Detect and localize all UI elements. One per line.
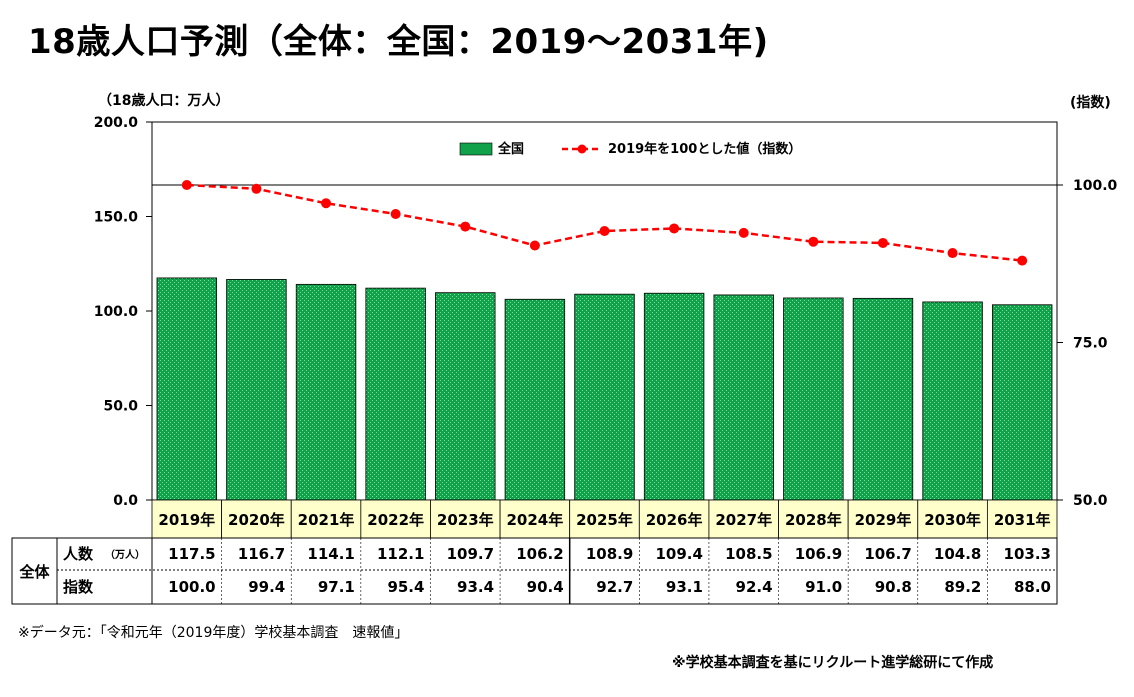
index-point-2030年	[948, 248, 958, 258]
year-label: 2019年	[158, 511, 215, 529]
row2-value: 99.4	[248, 578, 285, 596]
row1-value: 112.1	[377, 545, 424, 563]
row1-value: 108.9	[586, 545, 633, 563]
legend-bar-swatch	[460, 143, 492, 155]
row1-value: 103.3	[1004, 545, 1051, 563]
bar-2026年	[644, 293, 704, 500]
bar-2031年	[992, 305, 1052, 500]
index-point-2028年	[808, 237, 818, 247]
row1-value: 117.5	[168, 545, 215, 563]
row1-value: 116.7	[238, 545, 285, 563]
year-label: 2022年	[367, 511, 424, 529]
index-point-2031年	[1017, 256, 1027, 266]
row2-value: 92.7	[596, 578, 633, 596]
row2-label: 指数	[63, 578, 94, 596]
row2-value: 90.8	[875, 578, 912, 596]
index-point-2022年	[391, 209, 401, 219]
bar-2019年	[157, 278, 217, 500]
year-label: 2021年	[298, 511, 355, 529]
row1-value: 104.8	[934, 545, 981, 563]
row1-value: 106.7	[864, 545, 911, 563]
group-label: 全体	[18, 563, 50, 581]
legend-line-marker	[578, 145, 587, 154]
row2-value: 92.4	[736, 578, 773, 596]
left-tick-label: 50.0	[103, 399, 138, 415]
source-footnote: ※データ元：「令和元年（2019年度）学校基本調査 速報値」	[18, 622, 408, 642]
year-label: 2023年	[437, 511, 494, 529]
year-label: 2024年	[507, 511, 564, 529]
left-tick-label: 0.0	[113, 493, 138, 509]
year-label: 2029年	[855, 511, 912, 529]
bar-2028年	[784, 298, 844, 500]
row1-value: 109.4	[655, 545, 702, 563]
right-tick-label: 50.0	[1073, 493, 1108, 509]
index-point-2025年	[600, 226, 610, 236]
credit-footnote: ※学校基本調査を基にリクルート進学総研にて作成	[672, 652, 993, 672]
row2-value: 89.2	[944, 578, 981, 596]
bar-2023年	[435, 293, 495, 500]
chart-svg: 0.050.0100.0150.0200.0 50.075.0100.0 全国 …	[0, 0, 1134, 697]
row2-value: 93.1	[666, 578, 703, 596]
legend-line-label: 2019年を100とした値（指数）	[608, 141, 801, 157]
row2-value: 88.0	[1014, 578, 1051, 596]
row1-value: 114.1	[307, 545, 354, 563]
row1-label: 人数	[63, 545, 94, 563]
row1-value: 106.2	[516, 545, 563, 563]
row1-value: 109.7	[447, 545, 494, 563]
bar-2024年	[505, 299, 565, 500]
year-label: 2028年	[785, 511, 842, 529]
bar-2027年	[714, 295, 774, 500]
year-label: 2030年	[924, 511, 981, 529]
legend-bar-label: 全国	[497, 141, 524, 157]
bar-2022年	[366, 288, 426, 500]
index-point-2027年	[739, 228, 749, 238]
index-point-2029年	[878, 238, 888, 248]
index-point-2020年	[251, 184, 261, 194]
bar-2025年	[575, 294, 635, 500]
bar-2020年	[227, 279, 287, 500]
index-point-2021年	[321, 198, 331, 208]
bar-2029年	[853, 298, 913, 500]
row1-value: 108.5	[725, 545, 772, 563]
row2-value: 97.1	[318, 578, 355, 596]
left-tick-label: 150.0	[94, 210, 139, 226]
left-tick-label: 100.0	[94, 304, 139, 320]
row1-value: 106.9	[795, 545, 842, 563]
index-point-2024年	[530, 240, 540, 250]
index-point-2023年	[460, 222, 470, 232]
row2-value: 91.0	[805, 578, 842, 596]
right-tick-label: 75.0	[1073, 336, 1108, 352]
year-label: 2031年	[994, 511, 1051, 529]
left-tick-label: 200.0	[94, 115, 139, 131]
year-label: 2026年	[646, 511, 703, 529]
index-point-2026年	[669, 223, 679, 233]
row2-value: 95.4	[387, 578, 424, 596]
row2-value: 100.0	[168, 578, 215, 596]
year-label: 2025年	[576, 511, 633, 529]
row1-unit: （万人）	[105, 548, 145, 561]
index-point-2019年	[182, 180, 192, 190]
year-label: 2027年	[715, 511, 772, 529]
bar-2030年	[923, 302, 983, 500]
row2-value: 90.4	[527, 578, 564, 596]
bar-2021年	[296, 284, 356, 500]
year-label: 2020年	[228, 511, 285, 529]
row2-value: 93.4	[457, 578, 494, 596]
right-tick-label: 100.0	[1073, 178, 1118, 194]
